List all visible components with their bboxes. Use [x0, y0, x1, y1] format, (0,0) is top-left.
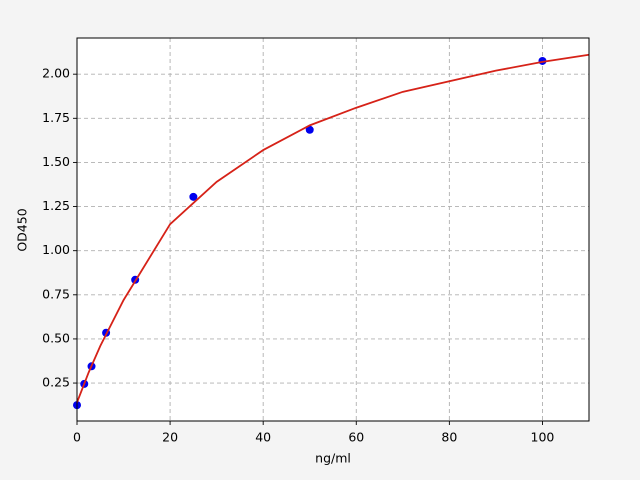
y-tick-label: 0.50	[42, 330, 70, 345]
x-tick-label: 20	[162, 430, 178, 445]
x-tick-label: 100	[531, 430, 555, 445]
y-tick-label: 0.75	[42, 286, 70, 301]
y-axis-label: OD450	[15, 208, 30, 251]
data-point	[189, 192, 198, 201]
y-tick-label: 2.00	[42, 66, 70, 81]
x-axis-label: ng/ml	[315, 451, 351, 466]
x-tick-label: 0	[73, 430, 81, 445]
y-tick-label: 1.50	[42, 154, 70, 169]
data-point	[305, 125, 314, 134]
y-tick-label: 1.75	[42, 110, 70, 125]
y-tick-label: 1.00	[42, 242, 70, 257]
fit-curve	[76, 53, 590, 403]
plot-frame	[76, 37, 590, 422]
y-tick-label: 0.25	[42, 375, 70, 390]
plot-area	[77, 38, 589, 421]
x-tick-label: 40	[255, 430, 271, 445]
x-tick-label: 60	[348, 430, 364, 445]
y-tick-label: 1.25	[42, 198, 70, 213]
plot	[73, 38, 590, 421]
x-tick-label: 80	[441, 430, 457, 445]
